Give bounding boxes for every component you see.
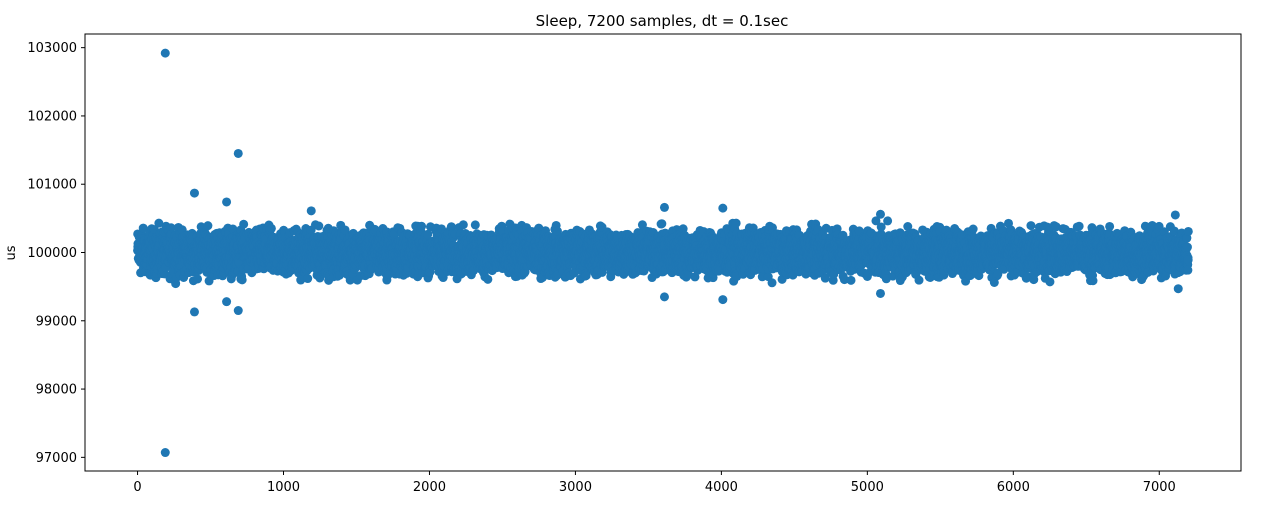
data-point [581, 271, 591, 281]
data-point [458, 220, 468, 230]
data-point [483, 274, 493, 284]
data-point [237, 275, 247, 285]
data-point [314, 221, 324, 231]
data-point [138, 223, 148, 233]
data-point [846, 275, 856, 285]
data-point [731, 218, 741, 228]
chart-title: Sleep, 7200 samples, dt = 0.1sec [536, 12, 789, 30]
data-point [657, 219, 667, 229]
data-point [193, 274, 203, 284]
y-axis-label: us [4, 245, 19, 260]
data-point [203, 221, 213, 231]
data-point [470, 220, 480, 230]
data-point [767, 278, 777, 288]
data-point [417, 221, 427, 231]
data-point [266, 223, 276, 233]
data-point [166, 223, 176, 233]
data-point [154, 218, 164, 228]
data-point [296, 275, 306, 285]
data-point [239, 219, 249, 229]
data-point [303, 274, 313, 284]
data-points [133, 48, 1193, 458]
